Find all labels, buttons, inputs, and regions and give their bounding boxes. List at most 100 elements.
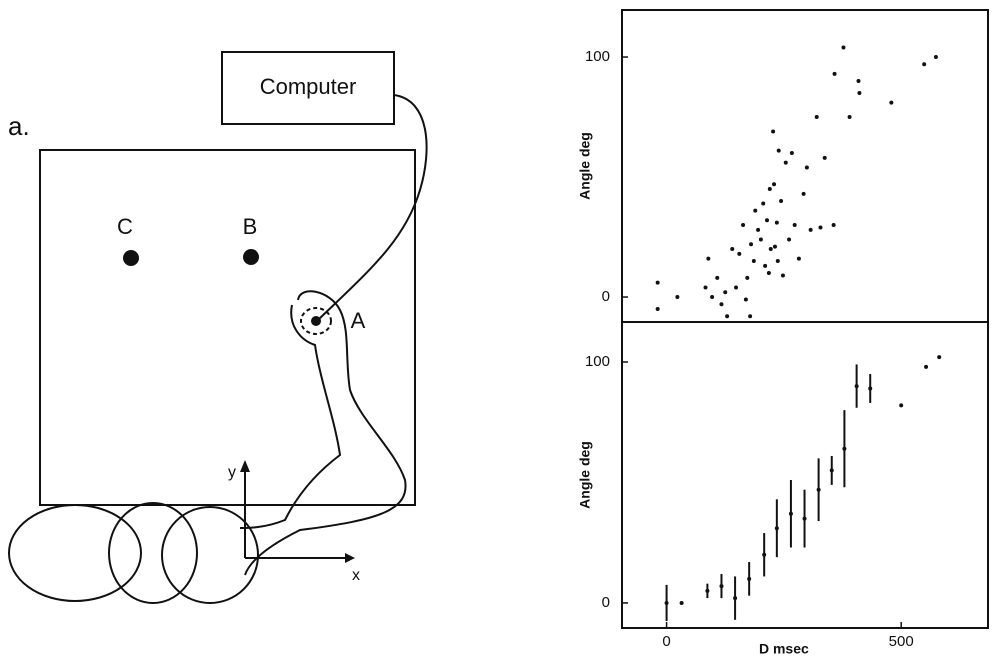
point (818, 225, 823, 230)
point (889, 100, 894, 105)
computer-box (221, 51, 395, 125)
plot-frame (621, 321, 989, 629)
panel-label: a. (8, 111, 30, 141)
arrow-head (345, 553, 355, 563)
point (734, 285, 739, 290)
x-tick-label: 500 (889, 633, 914, 650)
point (788, 511, 793, 516)
point (751, 259, 756, 264)
point (789, 151, 794, 156)
point (933, 55, 938, 60)
point (842, 446, 847, 451)
y-tick-label: 100 (585, 48, 610, 65)
cable (317, 94, 428, 321)
y-tick-label: 0 (602, 594, 610, 611)
point (804, 165, 809, 170)
point (801, 191, 806, 196)
point (733, 596, 738, 601)
point (655, 280, 660, 285)
point (768, 247, 773, 252)
y-tick-label: 0 (602, 288, 610, 305)
x-axis-label: D msec (759, 641, 809, 657)
point (664, 600, 669, 605)
point (774, 220, 779, 225)
point (679, 600, 684, 605)
target-label: A (351, 308, 366, 333)
point (725, 314, 730, 319)
point (747, 576, 752, 581)
work-surface (39, 149, 416, 506)
point (737, 251, 742, 256)
point (753, 208, 758, 213)
point (779, 199, 784, 204)
point (745, 275, 750, 280)
point (802, 516, 807, 521)
point (715, 275, 720, 280)
x-tick-label: 0 (662, 633, 670, 650)
target-label: B (243, 214, 258, 239)
point (730, 247, 735, 252)
target-label: C (117, 214, 133, 239)
point (841, 45, 846, 50)
point (922, 62, 927, 67)
point (937, 355, 942, 360)
point (816, 487, 821, 492)
point (743, 297, 748, 302)
point (767, 187, 772, 192)
point (776, 148, 781, 153)
point (814, 115, 819, 120)
shoulder (8, 504, 142, 602)
point (703, 285, 708, 290)
point (822, 155, 827, 160)
point (847, 115, 852, 120)
point (775, 259, 780, 264)
point (764, 218, 769, 223)
point (719, 584, 724, 589)
point (787, 237, 792, 242)
y-axis-label: Angle deg (577, 441, 593, 509)
point (705, 588, 710, 593)
point (766, 271, 771, 276)
point (710, 295, 715, 300)
point (719, 302, 724, 307)
point (748, 314, 753, 319)
target (311, 316, 321, 326)
axis-label: y (228, 464, 236, 481)
point (723, 290, 728, 295)
point (857, 91, 862, 96)
point (772, 244, 777, 249)
plot-frame (621, 9, 989, 323)
point (762, 552, 767, 557)
arm (239, 290, 407, 576)
point (756, 227, 761, 232)
point (831, 223, 836, 228)
point (706, 256, 711, 261)
point (868, 386, 873, 391)
point (899, 403, 904, 408)
shoulder (161, 506, 259, 604)
point (758, 237, 763, 242)
point (675, 295, 680, 300)
point (924, 364, 929, 369)
target (123, 250, 139, 266)
target (243, 249, 259, 265)
point (856, 79, 861, 84)
computer-label: Computer (260, 74, 357, 99)
point (655, 307, 660, 312)
point (783, 160, 788, 165)
axis-label: x (352, 567, 360, 584)
point (749, 242, 754, 247)
head (108, 502, 198, 604)
point (763, 263, 768, 268)
point (792, 223, 797, 228)
point (761, 201, 766, 206)
y-axis-label: Angle deg (577, 132, 593, 200)
point (772, 182, 777, 187)
y-tick-label: 100 (585, 353, 610, 370)
point (741, 223, 746, 228)
point (829, 468, 834, 473)
point (780, 273, 785, 278)
handle (300, 307, 332, 335)
point (854, 384, 859, 389)
